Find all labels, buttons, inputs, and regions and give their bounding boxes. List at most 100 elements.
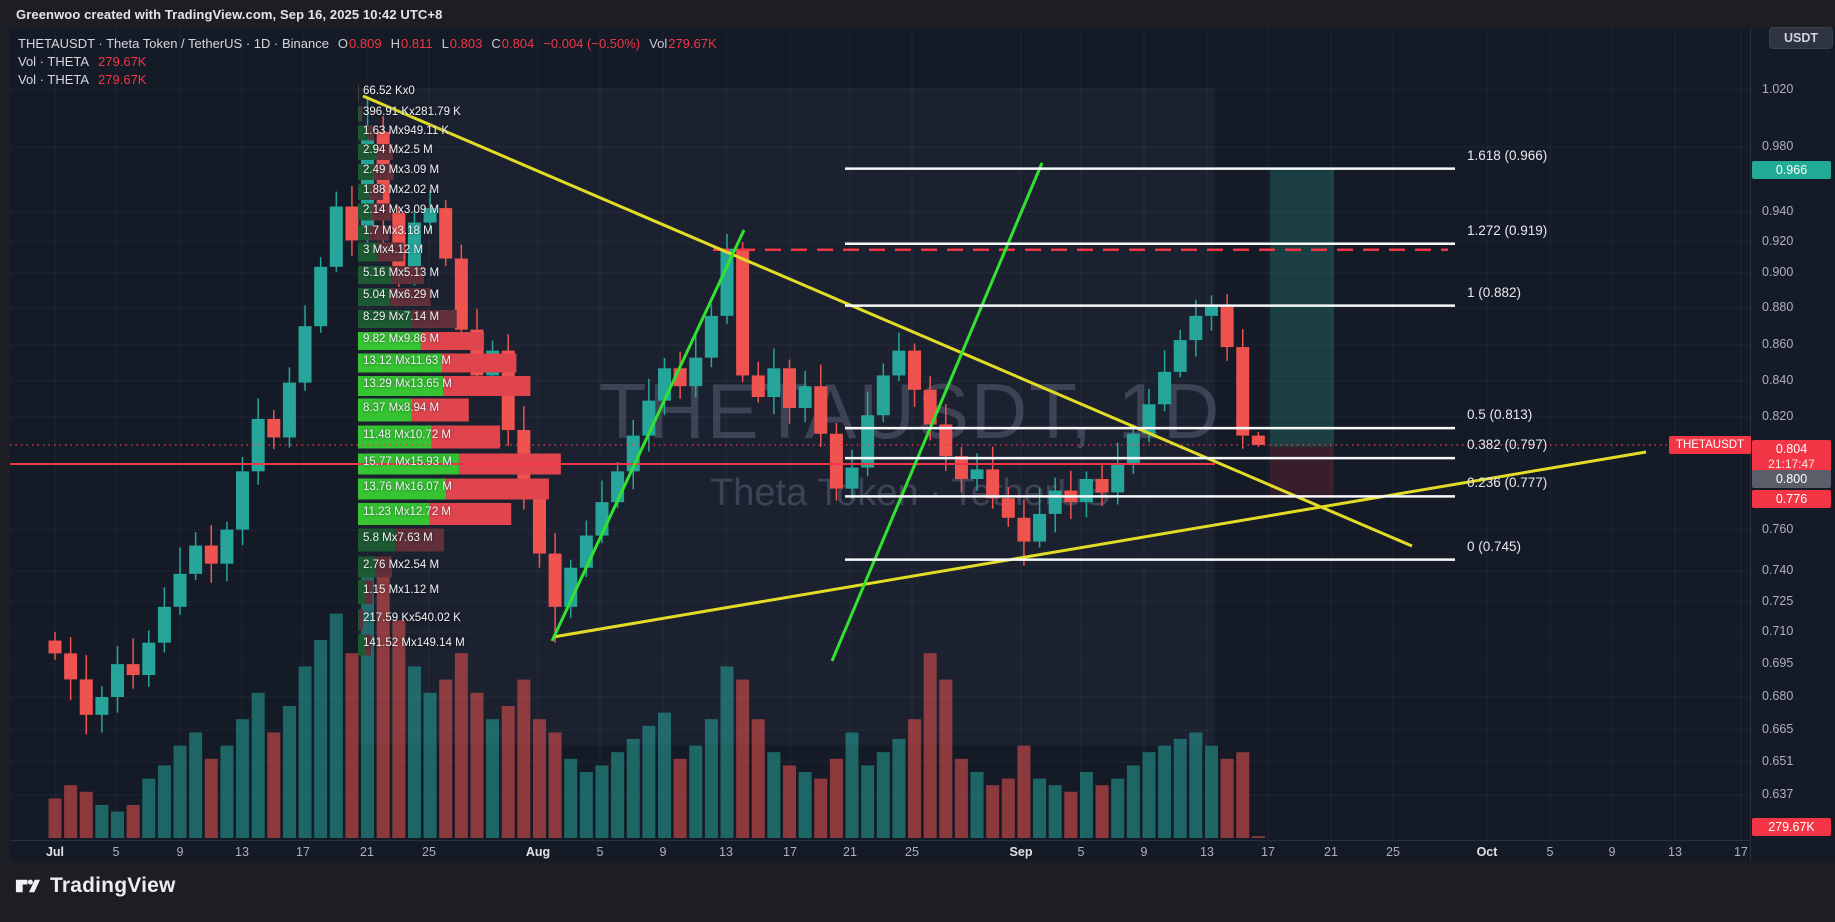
volume-bar (1236, 752, 1250, 838)
vp-buy-bar (358, 503, 430, 525)
vp-sell-bar (411, 398, 469, 422)
vp-sell-bar (395, 528, 444, 552)
candle (783, 368, 797, 408)
volume-bar (704, 719, 718, 838)
volume-bar (845, 732, 859, 838)
volume-bar (783, 765, 797, 838)
tradingview-logo[interactable]: TradingView (14, 872, 176, 899)
candle (720, 248, 734, 316)
candle (861, 415, 875, 468)
legend-symbol-title: THETAUSDT · Theta Token / TetherUS · 1D … (18, 35, 329, 51)
vp-sell-bar (371, 203, 392, 221)
vol-indicator-value: 279.67K (98, 53, 147, 69)
candle (1158, 371, 1172, 405)
vp-buy-bar (358, 556, 376, 578)
volume-bar (532, 719, 546, 838)
volume-bar (939, 679, 953, 838)
volume-bar (423, 692, 437, 838)
vp-buy-bar (358, 288, 391, 306)
volume-bar (329, 613, 343, 838)
volume-bar (236, 719, 250, 838)
candle (892, 350, 906, 376)
volume-bar (611, 752, 625, 838)
legend-vol-value: 279.67K (668, 35, 717, 51)
volume-bar (548, 732, 562, 838)
legend-vol-key: Vol (649, 35, 668, 51)
volume-bar (954, 758, 968, 838)
vp-buy-bar (358, 580, 366, 604)
legend-symbol-row[interactable]: THETAUSDT · Theta Token / TetherUS · 1D … (18, 34, 717, 52)
volume-bar (720, 666, 734, 838)
volume-bar (220, 745, 234, 838)
volume-bar (1064, 791, 1078, 838)
legend: THETAUSDT · Theta Token / TetherUS · 1D … (18, 34, 717, 88)
volume-bar (751, 719, 765, 838)
volume-bar (501, 706, 515, 838)
candle (704, 315, 718, 358)
candle (157, 606, 171, 643)
candle (267, 418, 281, 438)
vp-sell-bar (391, 266, 424, 284)
vp-buy-bar (358, 634, 365, 656)
volume-bar (1079, 772, 1093, 838)
vp-buy-bar (358, 144, 377, 160)
candle (220, 529, 234, 564)
vp-sell-bar (446, 478, 549, 500)
long-position-profit-zone (1270, 168, 1334, 447)
vp-sell-bar (375, 556, 392, 578)
volume-bar (861, 765, 875, 838)
legend-high-key: H (390, 35, 400, 51)
volume-bar (376, 560, 390, 838)
volume-bar (657, 712, 671, 838)
candle (970, 469, 984, 479)
volume-bar (48, 798, 62, 838)
vp-buy-bar (358, 398, 412, 422)
volume-bar (642, 725, 656, 838)
profile-range-box (358, 88, 1215, 745)
candle (1126, 433, 1140, 464)
volume-bar (1111, 778, 1125, 838)
vp-buy-bar (358, 266, 392, 284)
candle (939, 424, 953, 457)
volume-bar (439, 679, 453, 838)
candle (454, 258, 468, 330)
legend-close-value: 0.804 (501, 35, 535, 51)
volume-bar (407, 666, 421, 838)
candle (48, 640, 62, 654)
vp-sell-bar (365, 580, 373, 604)
volume-bar (95, 805, 109, 838)
volume-bar (767, 752, 781, 838)
candle (407, 222, 421, 276)
currency-toggle-button[interactable]: USDT (1769, 27, 1833, 49)
legend-volume-row-1[interactable]: Vol · THETA 279.67K (18, 52, 717, 70)
candle (1048, 490, 1062, 514)
candle (736, 248, 750, 376)
volume-bar (361, 574, 375, 838)
vp-buy-bar (358, 332, 421, 350)
legend-high-value: 0.811 (400, 35, 433, 51)
candle (1017, 517, 1031, 542)
legend-volume-row-2[interactable]: Vol · THETA 279.67K (18, 70, 717, 88)
vp-sell-bar (443, 376, 531, 396)
vp-sell-bar (368, 125, 375, 141)
volume-bar (267, 732, 281, 838)
tradingview-logo-icon (15, 879, 41, 893)
candle (236, 471, 250, 530)
candle (657, 368, 671, 401)
time-axis[interactable] (10, 840, 1750, 863)
candle (908, 350, 922, 390)
volume-bar (1220, 758, 1234, 838)
candle (95, 697, 109, 715)
price-axis[interactable] (1750, 28, 1835, 862)
candle (767, 368, 781, 398)
volume-bar (970, 772, 984, 838)
vp-sell-bar (377, 242, 404, 262)
legend-close-key: C (491, 35, 501, 51)
volume-bar (673, 758, 687, 838)
candle (1204, 305, 1218, 316)
legend-low-key: L (441, 35, 449, 51)
volume-bar (1048, 785, 1062, 838)
candle (548, 553, 562, 607)
